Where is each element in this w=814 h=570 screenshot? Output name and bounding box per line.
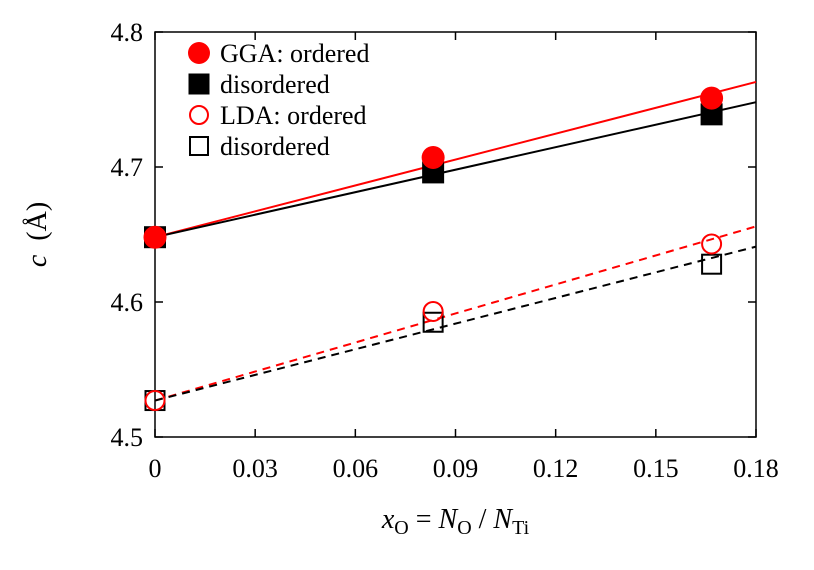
legend-marker [189,105,209,125]
x-axis-label-text: xO = NO / NTi [381,504,530,539]
legend-label: GGA: ordered [220,39,369,68]
data-point [700,103,723,126]
y-tick-label: 4.7 [111,153,144,182]
y-tick-label: 4.5 [111,423,144,452]
x-tick-label: 0.03 [232,454,278,483]
y-tick-label: 4.6 [111,288,144,317]
legend-label: disordered [220,70,330,99]
legend-marker [188,73,210,95]
legend-marker [189,136,209,156]
data-points [143,86,724,412]
x-tick-label: 0 [149,454,162,483]
x-tick-label: 0.18 [733,454,779,483]
data-point [422,311,444,333]
legend-label: LDA: ordered [220,101,367,130]
fit-line [154,245,757,402]
x-tick-label: 0.15 [633,454,679,483]
ticks: 0 0.03 0.06 0.09 0.12 0.15 0.18 4.5 4.6 4.7 4.8 [111,18,779,483]
y-tick-label: 4.8 [111,18,144,47]
x-tick-label: 0.12 [533,454,579,483]
data-point [143,225,167,249]
legend-label: disordered [220,132,330,161]
data-point [701,253,723,275]
data-point [422,300,444,322]
fit-lines [154,80,757,402]
legend-marker [188,42,210,64]
data-point [700,86,724,110]
y-axis-label: c (Å) [22,202,53,267]
fit-line [154,225,757,402]
data-point [701,233,723,255]
data-point [421,146,445,170]
fit-line [154,80,757,239]
x-tick-label: 0.09 [433,454,479,483]
data-point [144,390,166,412]
x-axis-label: xO = NO / NTi [381,504,530,539]
fit-line [154,101,757,239]
x-tick-label: 0.06 [333,454,379,483]
y-axis-label-text: c (Å) [22,202,53,267]
